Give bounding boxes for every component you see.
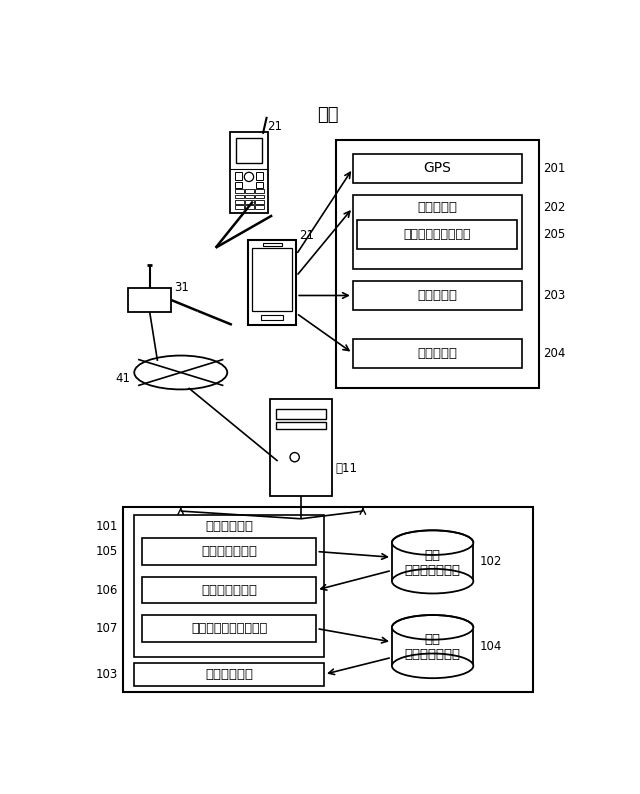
Bar bbox=[353, 195, 522, 268]
Ellipse shape bbox=[392, 653, 474, 678]
Bar bbox=[245, 195, 253, 198]
Text: 端末送信部: 端末送信部 bbox=[417, 347, 457, 360]
Text: 202: 202 bbox=[543, 201, 566, 214]
Bar bbox=[235, 189, 244, 193]
Text: 21: 21 bbox=[300, 229, 314, 242]
Bar bbox=[252, 248, 292, 311]
Bar bbox=[235, 182, 242, 187]
Text: 106: 106 bbox=[95, 584, 118, 596]
Bar bbox=[255, 206, 264, 210]
Bar bbox=[255, 200, 264, 204]
Ellipse shape bbox=[392, 530, 474, 555]
Ellipse shape bbox=[392, 615, 474, 640]
Text: サーバ受信部: サーバ受信部 bbox=[205, 668, 253, 680]
Text: 105: 105 bbox=[96, 545, 118, 558]
Text: 107: 107 bbox=[95, 622, 118, 635]
Text: サーバ制御部: サーバ制御部 bbox=[205, 520, 253, 533]
Text: 41: 41 bbox=[115, 372, 131, 385]
Bar bbox=[142, 576, 316, 603]
Bar bbox=[255, 189, 264, 193]
Bar bbox=[353, 281, 522, 310]
Text: 103: 103 bbox=[96, 668, 118, 680]
Bar bbox=[128, 287, 172, 312]
Text: 端末記憶部: 端末記憶部 bbox=[417, 289, 457, 302]
Bar bbox=[236, 138, 262, 163]
Bar bbox=[256, 182, 263, 187]
Bar bbox=[270, 399, 332, 495]
Ellipse shape bbox=[392, 569, 474, 593]
Text: 走行道路特定部: 走行道路特定部 bbox=[201, 545, 257, 558]
Bar bbox=[134, 663, 324, 686]
Bar bbox=[245, 200, 253, 204]
Bar bbox=[230, 133, 268, 213]
Bar bbox=[353, 338, 522, 368]
Bar bbox=[263, 243, 282, 246]
Text: 第１
ハードディスク: 第１ ハードディスク bbox=[404, 549, 461, 576]
Text: 201: 201 bbox=[543, 162, 566, 175]
Text: 旅行時間データ調整部: 旅行時間データ調整部 bbox=[191, 622, 268, 635]
Bar bbox=[142, 615, 316, 642]
Text: プローブ情報生成部: プローブ情報生成部 bbox=[404, 228, 471, 241]
Text: ～11: ～11 bbox=[335, 462, 357, 476]
Text: 旅行時間算出部: 旅行時間算出部 bbox=[201, 584, 257, 596]
Text: 21: 21 bbox=[268, 120, 282, 133]
Bar bbox=[255, 195, 264, 198]
Text: 第２
ハードディスク: 第２ ハードディスク bbox=[404, 634, 461, 661]
Bar bbox=[235, 195, 244, 198]
Bar bbox=[276, 422, 326, 430]
Bar bbox=[123, 507, 533, 692]
Text: 204: 204 bbox=[543, 347, 566, 360]
Text: 203: 203 bbox=[543, 289, 566, 302]
Bar bbox=[276, 409, 326, 418]
Text: 101: 101 bbox=[95, 520, 118, 533]
Bar bbox=[134, 515, 324, 657]
Text: 102: 102 bbox=[479, 555, 502, 569]
Text: 図１: 図１ bbox=[317, 106, 339, 124]
Text: 205: 205 bbox=[543, 228, 566, 241]
Bar bbox=[235, 206, 244, 210]
Bar bbox=[261, 314, 283, 320]
Bar bbox=[235, 172, 242, 180]
Bar bbox=[353, 154, 522, 183]
Bar bbox=[248, 240, 296, 325]
Bar bbox=[336, 140, 539, 388]
Bar bbox=[256, 172, 263, 180]
Bar bbox=[358, 220, 517, 249]
Bar bbox=[235, 200, 244, 204]
Text: 端末制御部: 端末制御部 bbox=[417, 201, 457, 214]
Text: 104: 104 bbox=[479, 640, 502, 653]
Text: 31: 31 bbox=[175, 281, 189, 295]
Text: GPS: GPS bbox=[423, 161, 451, 175]
Bar bbox=[142, 538, 316, 565]
Bar bbox=[245, 206, 253, 210]
Bar bbox=[245, 189, 253, 193]
